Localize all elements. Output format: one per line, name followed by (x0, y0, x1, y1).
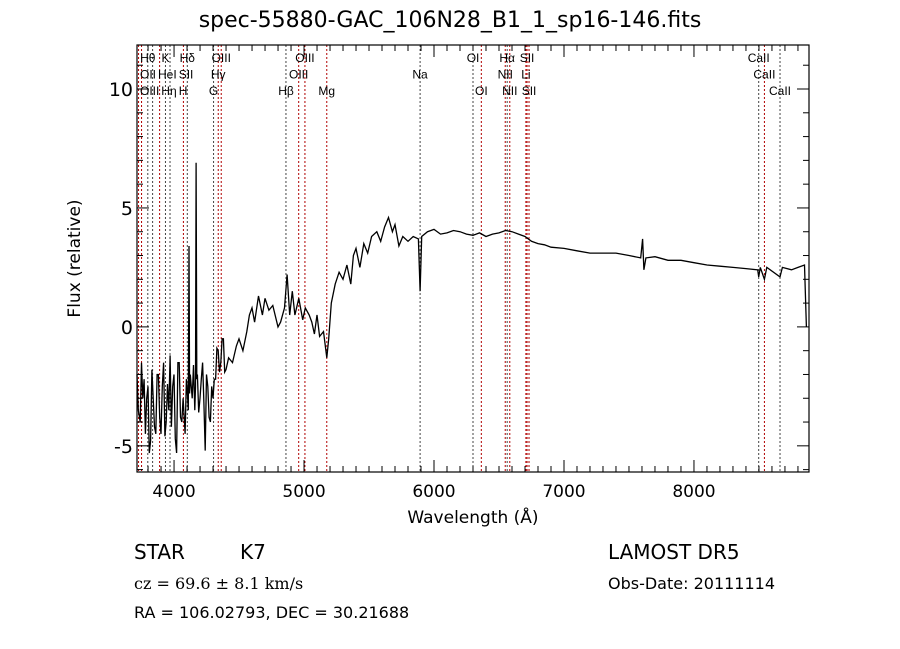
line-marker-label: OIII (295, 51, 314, 65)
y-tick-label: -5 (114, 436, 133, 458)
line-marker-label: Mg (318, 84, 335, 98)
redshift-value: cz = 69.6 ± 8.1 km/s (134, 574, 304, 593)
x-axis-label: Wavelength (Å) (407, 506, 538, 528)
line-marker-label: G (209, 84, 218, 98)
line-marker-label: Hη (161, 84, 176, 98)
line-marker-label: HeI (158, 68, 177, 82)
line-marker-label: K (162, 51, 170, 65)
line-marker-label: CaII (748, 51, 770, 65)
spectrum-line (136, 162, 808, 454)
y-tick-label: 0 (121, 317, 133, 339)
line-marker-label: Li (521, 68, 530, 82)
line-marker-label: Hγ (211, 68, 226, 82)
line-marker-label: H (179, 84, 188, 98)
x-tick-label: 6000 (412, 482, 455, 502)
line-marker-label: Hθ (140, 51, 156, 65)
y-axis-label: Flux (relative) (65, 199, 85, 317)
line-marker-label: CaII (753, 68, 775, 82)
x-tick-label: 8000 (672, 482, 715, 502)
x-tick-label: 7000 (542, 482, 585, 502)
x-tick-label: 4000 (152, 482, 195, 502)
line-marker-label: SII (522, 84, 537, 98)
coordinates: RA = 106.02793, DEC = 30.21688 (134, 603, 410, 622)
line-marker-label: OIII (289, 68, 308, 82)
line-marker-label: Hα (499, 51, 515, 65)
line-marker-label: CaII (769, 84, 791, 98)
line-marker-label: OI (467, 51, 480, 65)
line-marker-label: Na (412, 68, 428, 82)
line-marker-label: SII (520, 51, 535, 65)
spectral-subclass: K7 (240, 540, 266, 564)
line-marker-label: Hδ (180, 51, 196, 65)
line-marker-label: NII (502, 84, 517, 98)
line-marker-label: OI (475, 84, 488, 98)
line-marker-label: OII (140, 68, 156, 82)
line-marker-label: Hβ (278, 84, 294, 98)
line-marker-label: SII (179, 68, 194, 82)
y-tick-label: 5 (121, 198, 133, 220)
line-marker-label: OIII (140, 84, 159, 98)
chart-title: spec-55880-GAC_106N28_B1_1_sp16-146.fits (198, 8, 702, 33)
object-class: STAR (134, 540, 185, 564)
line-marker-label: NII (498, 68, 513, 82)
observation-date: Obs-Date: 20111114 (608, 574, 776, 593)
survey-name: LAMOST DR5 (608, 540, 740, 564)
line-marker-label: OIII (212, 51, 231, 65)
x-tick-label: 5000 (282, 482, 325, 502)
y-tick-label: 10 (109, 79, 133, 101)
